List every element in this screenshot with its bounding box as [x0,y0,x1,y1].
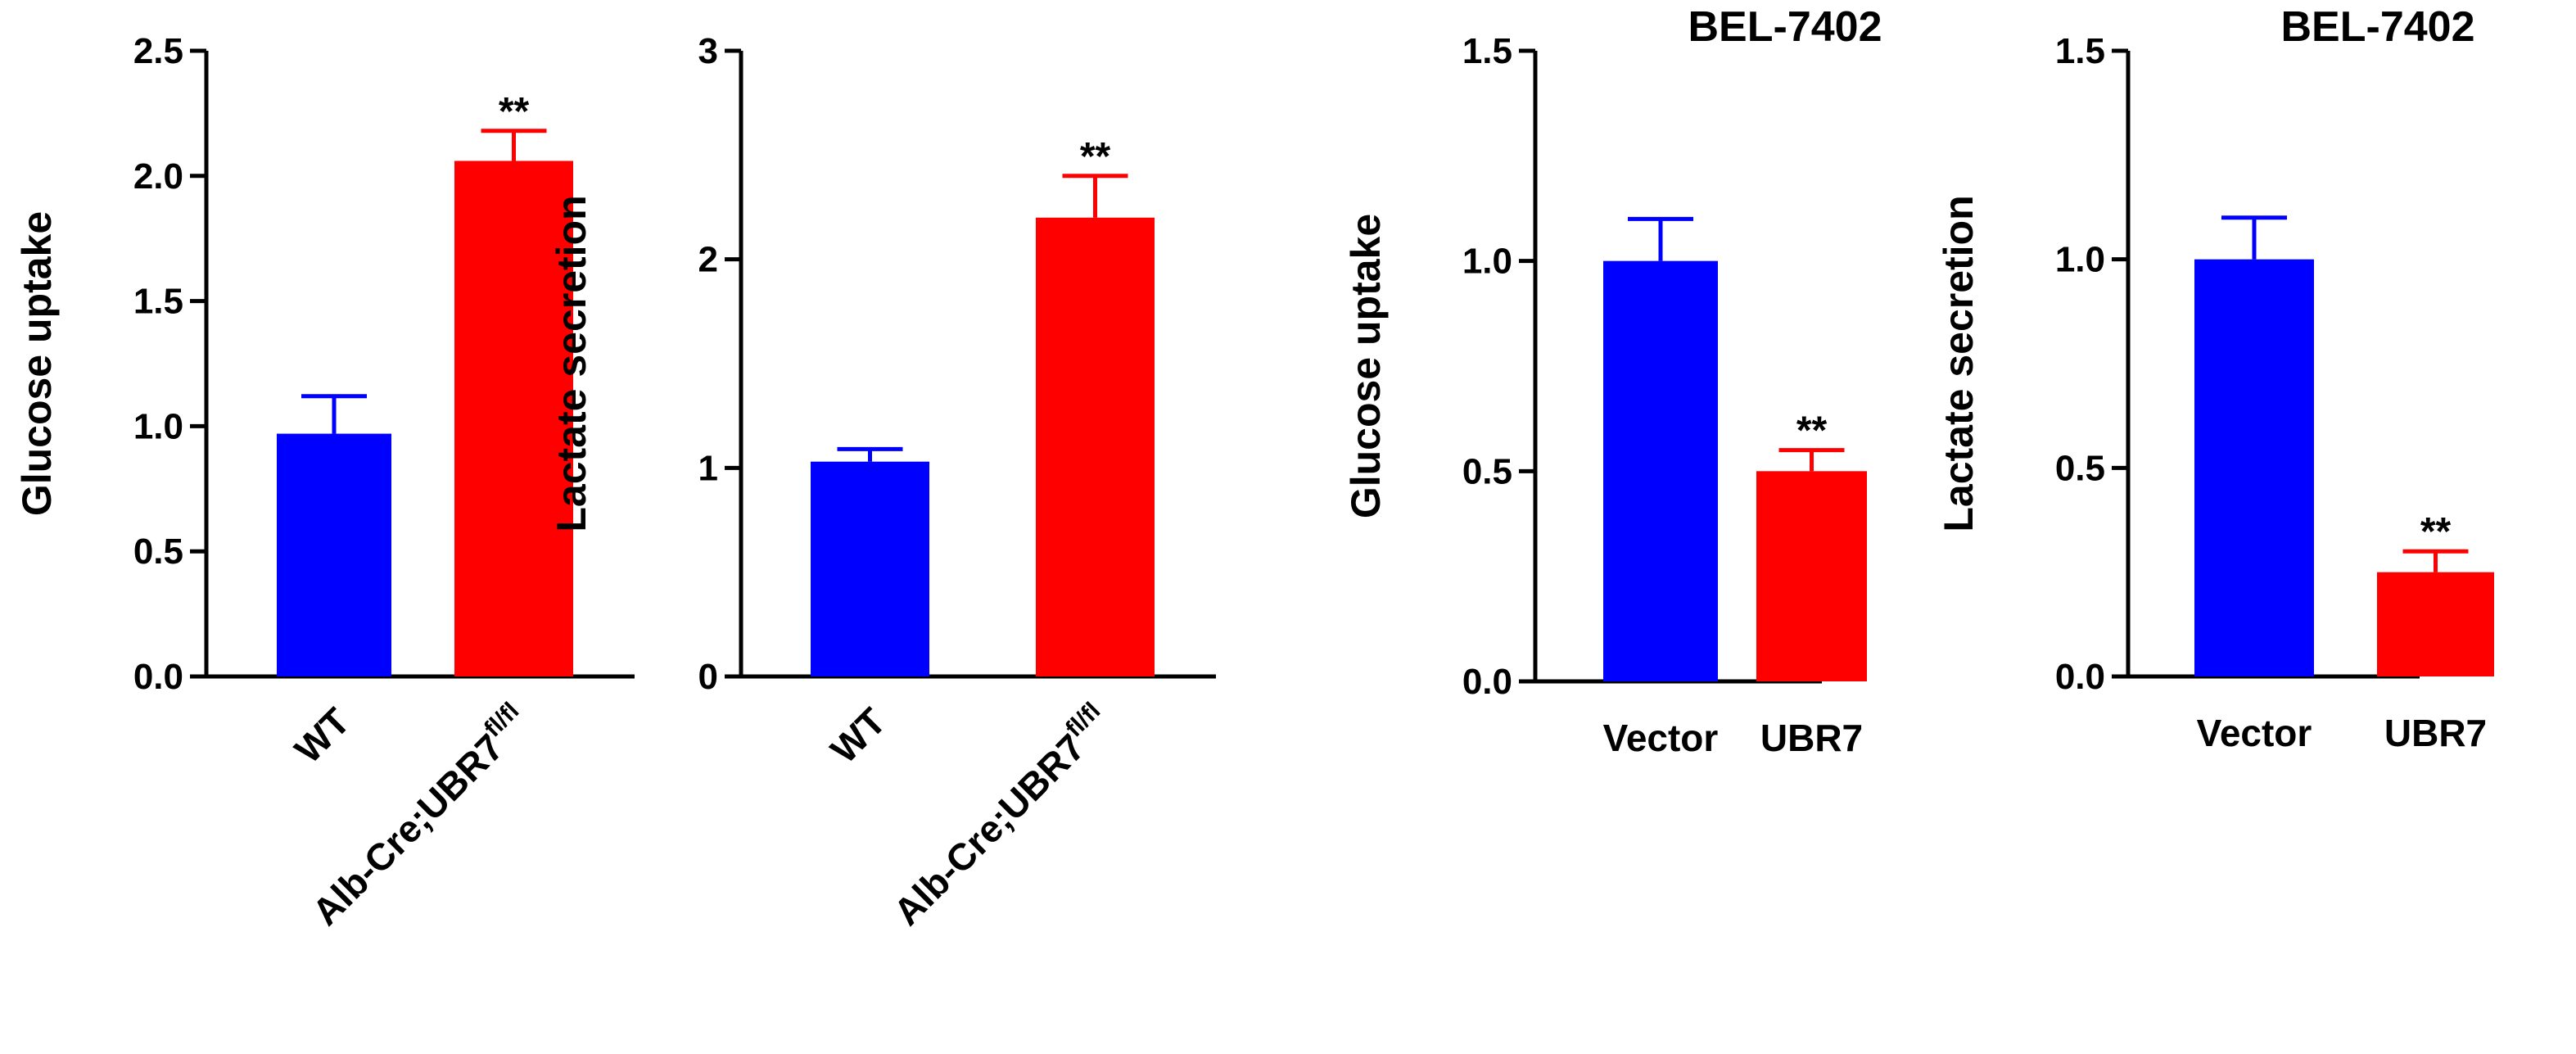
category-label: Alb-Cre;UBR7fl/fl [883,697,1119,933]
y-tick-label: 2.0 [133,156,183,197]
category-label: Vector [1603,717,1719,759]
y-tick-label: 0.0 [1462,662,1512,702]
y-axis-title: Glucose uptake [14,211,60,516]
y-tick-label: 2.5 [133,31,183,71]
y-tick-label: 1.5 [2055,31,2105,71]
category-label: WT [287,699,358,771]
bar [1603,260,1718,682]
category-label: UBR7 [1760,717,1863,759]
y-tick-label: 2 [698,240,718,280]
y-tick-label: 1.5 [133,282,183,322]
panel-lactate-secretion-mouse: 0 1 2 3 Lactate secretion WT ** Alb-Cre;UBR7fl/… [549,31,1216,934]
y-tick-label: 1.0 [1462,242,1512,282]
y-axis-title: Lactate secretion [1936,195,1982,532]
panel-title: BEL-7402 [1688,3,1882,51]
y-tick-label: 0.5 [1462,451,1512,491]
y-tick-label: 1.0 [2055,240,2105,280]
y-tick-label: 0 [698,657,718,697]
y-tick-label: 0.0 [2055,657,2105,697]
y-tick-label: 0.5 [2055,448,2105,488]
y-tick-label: 1.0 [133,406,183,446]
panel-glucose-uptake-mouse: 0.0 0.5 1.0 1.5 2.0 2.5 Glucose uptake WT ** Alb-… [14,31,635,934]
significance-marker: ** [499,90,530,133]
y-axis-title: Lactate secretion [549,195,594,532]
y-tick-label: 0.0 [133,657,183,697]
y-axis-title: Glucose uptake [1343,214,1389,518]
bar [1756,471,1867,681]
category-label: UBR7 [2384,712,2487,754]
category-label: Vector [2197,712,2312,754]
category-label-text: WT [822,699,893,771]
bar [2194,259,2314,676]
category-label: WT [822,699,893,771]
y-tick-label: 0.5 [133,532,183,572]
panel-lactate-secretion-bel7402: 0.0 0.5 1.0 1.5 Lactate secretion BEL-7402 Vec… [1936,3,2494,754]
category-label-text: Alb-Cre;UBR7 [304,726,512,934]
bar [277,433,391,676]
significance-marker: ** [2420,510,2452,554]
y-tick-label: 1.5 [1462,31,1512,71]
significance-marker: ** [1080,135,1111,179]
category-label-text: Alb-Cre;UBR7 [885,726,1093,934]
panel-title: BEL-7402 [2281,3,2475,51]
bar [2377,572,2494,676]
y-tick-label: 1 [698,448,718,488]
y-tick-label: 3 [698,31,718,71]
bar [454,161,573,677]
bar [811,461,929,676]
significance-marker: ** [1796,409,1828,453]
panel-glucose-uptake-bel7402: 0.0 0.5 1.0 1.5 Glucose uptake BEL-7402 Vector… [1343,3,1882,759]
category-label-text: WT [287,699,358,771]
bar [1036,217,1155,676]
